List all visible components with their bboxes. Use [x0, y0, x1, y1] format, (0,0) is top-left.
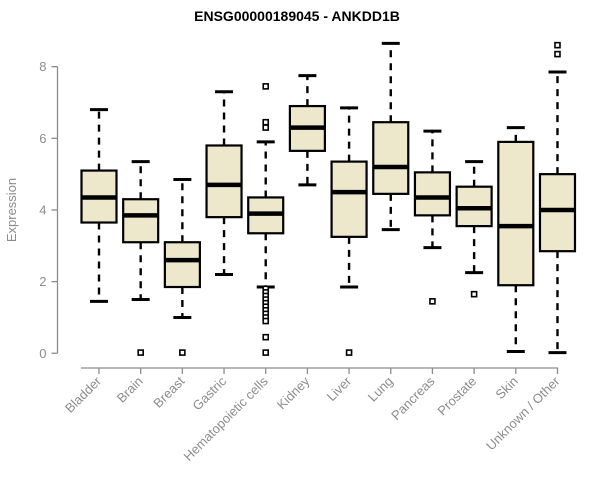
outlier-point [470, 290, 478, 298]
outlier-point [262, 317, 270, 325]
x-tick-label: Skin [492, 374, 520, 402]
outlier-point [345, 349, 353, 356]
box [413, 171, 452, 217]
x-tick-label: Brain [114, 374, 146, 406]
chart-title: ENSG00000189045 - ANKDD1B [194, 8, 400, 24]
box [205, 144, 243, 219]
x-tick-label: Breast [150, 373, 187, 410]
y-tick-label: 8 [39, 59, 46, 74]
outlier-point [429, 298, 436, 305]
y-tick-label: 2 [39, 274, 46, 289]
y-tick-label: 6 [39, 131, 46, 146]
y-tick-label: 4 [39, 202, 46, 217]
box [497, 140, 535, 287]
outlier-point [262, 118, 270, 126]
outlier-point [137, 349, 144, 356]
y-axis-title: Expression [4, 178, 19, 242]
outlier-point [179, 349, 186, 356]
x-tick-label: Bladder [62, 373, 105, 416]
box [538, 173, 577, 253]
outlier-point [262, 124, 270, 131]
outlier-point [262, 349, 270, 356]
box [163, 241, 201, 289]
x-tick-label: Liver [324, 373, 355, 404]
box [330, 160, 368, 238]
x-tick-label: Lung [365, 374, 396, 405]
x-tick-label: Gastric [189, 373, 229, 413]
x-tick-label: Pancreas [388, 373, 438, 423]
x-tick-label: Prostate [434, 374, 479, 419]
box [372, 121, 410, 195]
outlier-point [262, 333, 270, 341]
x-tick-label: Unknown / Other [483, 373, 563, 453]
outlier-point [554, 41, 561, 49]
y-tick-label: 0 [39, 346, 46, 361]
outlier-point [262, 83, 270, 90]
x-tick-label: Kidney [274, 373, 313, 412]
box [122, 198, 160, 244]
outlier-point [554, 50, 561, 58]
